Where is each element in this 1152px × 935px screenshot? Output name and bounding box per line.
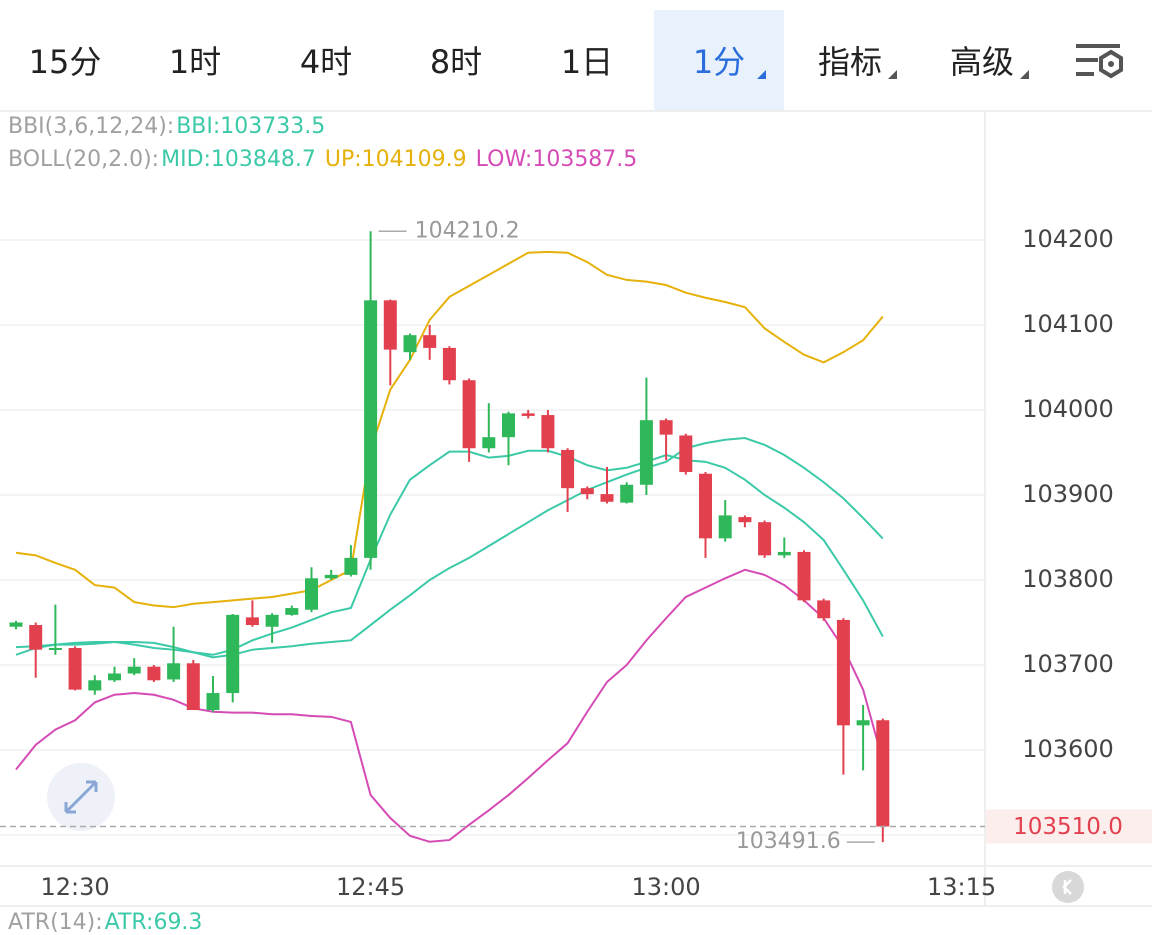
candle-body [639, 420, 653, 485]
indicator-line [15, 250, 884, 609]
candle-body [9, 622, 23, 627]
candle-body [167, 663, 181, 680]
candle-body [186, 663, 200, 711]
grid [0, 239, 985, 836]
candle-body [226, 614, 240, 694]
legend-entry: UP:104109.9 [324, 147, 467, 172]
candle-body [718, 515, 732, 539]
y-tick-label: 103600 [1022, 735, 1114, 763]
candle-body [29, 625, 43, 650]
candle-body [423, 335, 437, 348]
candle-body [108, 673, 121, 681]
legend-entry: BBI:103733.5 [176, 114, 326, 139]
y-tick-label: 104000 [1022, 395, 1114, 423]
candle-body [620, 484, 634, 503]
candle-body [206, 693, 220, 711]
candle-body [679, 435, 693, 473]
min-marker-label: 103491.6 [736, 829, 841, 854]
candle-body [541, 415, 555, 449]
tab[interactable]: 1日 [560, 43, 614, 81]
indicator-name: ATR(14): [8, 910, 103, 935]
candle-body [265, 614, 279, 627]
y-tick-label: 103700 [1022, 650, 1114, 678]
candle-body [836, 619, 850, 726]
candle-body [403, 335, 417, 353]
candle-body [127, 666, 141, 674]
last-price-box [986, 809, 1152, 844]
atr-legend: ATR(14):ATR:69.3 [8, 910, 204, 935]
indicator-line [15, 568, 884, 843]
candle-body [659, 420, 673, 435]
candle-body [305, 578, 318, 610]
candle-body [147, 666, 161, 681]
candle-body [758, 522, 772, 556]
dropdown-arrow [757, 70, 766, 79]
bbi-legend: BBI(3,6,12,24):BBI:103733.5 [8, 114, 327, 139]
candle-body [561, 449, 575, 489]
tab[interactable]: 4时 [299, 43, 353, 81]
x-tick-label: 13:15 [927, 873, 996, 901]
candle-body [876, 720, 890, 827]
tab[interactable]: 高级 [949, 43, 1014, 81]
candle-body [600, 494, 614, 502]
y-tick-label: 104200 [1022, 225, 1114, 253]
candle-body [856, 720, 870, 726]
candle-body [88, 680, 102, 691]
candle-body [245, 617, 259, 626]
tab[interactable]: 8时 [429, 43, 483, 81]
plot-area [9, 231, 890, 843]
candle-body [68, 647, 82, 690]
candle-body [442, 347, 456, 381]
candle-body [502, 413, 515, 438]
y-tick-label: 103800 [1022, 565, 1114, 593]
candle-body [462, 380, 476, 449]
legend-entry: MID:103848.7 [161, 147, 316, 172]
max-marker-label: 104210.2 [415, 218, 520, 243]
x-tick-label: 12:45 [336, 873, 405, 901]
candle-body [364, 300, 378, 558]
settings-icon[interactable] [1076, 44, 1123, 79]
x-tick-label: 13:00 [632, 873, 701, 901]
candle-body [383, 300, 397, 350]
candle-body [580, 488, 594, 495]
y-tick-label: 103900 [1022, 480, 1114, 508]
candle-body [324, 574, 338, 579]
tab[interactable]: 1时 [168, 43, 222, 81]
candle-body [344, 557, 358, 575]
tab[interactable]: 指标 [817, 43, 882, 81]
scroll-latest-button[interactable] [1052, 871, 1084, 903]
axes: 1035001036001037001038001039001040001041… [41, 225, 1114, 901]
candle-body [699, 473, 712, 539]
candle-body [797, 551, 811, 601]
y-tick-label: 104100 [1022, 310, 1114, 338]
candle-body [521, 413, 535, 416]
dropdown-arrow [1020, 70, 1029, 79]
tab[interactable]: 15分 [28, 43, 102, 81]
candle-body [48, 647, 62, 650]
dropdown-arrow [888, 70, 897, 79]
candle-body [285, 608, 299, 615]
legend-entry: ATR:69.3 [104, 910, 203, 935]
expand-button[interactable] [47, 763, 115, 831]
candle-body [817, 600, 831, 619]
boll-legend: BOLL(20,2.0):MID:103848.7 UP:104109.9 LO… [8, 147, 639, 172]
candle-body [738, 517, 752, 523]
candle-body [482, 437, 496, 449]
indicator-line [15, 437, 884, 659]
tab[interactable]: 1分 [654, 10, 784, 110]
last-price-label: 103510.0 [1013, 814, 1123, 840]
indicator-line [15, 449, 884, 656]
candle-body [777, 551, 791, 556]
x-tick-label: 12:30 [41, 873, 110, 901]
indicator-name: BBI(3,6,12,24): [8, 114, 175, 139]
indicator-name: BOLL(20,2.0): [8, 147, 160, 172]
legend-entry: LOW:103587.5 [475, 147, 638, 172]
